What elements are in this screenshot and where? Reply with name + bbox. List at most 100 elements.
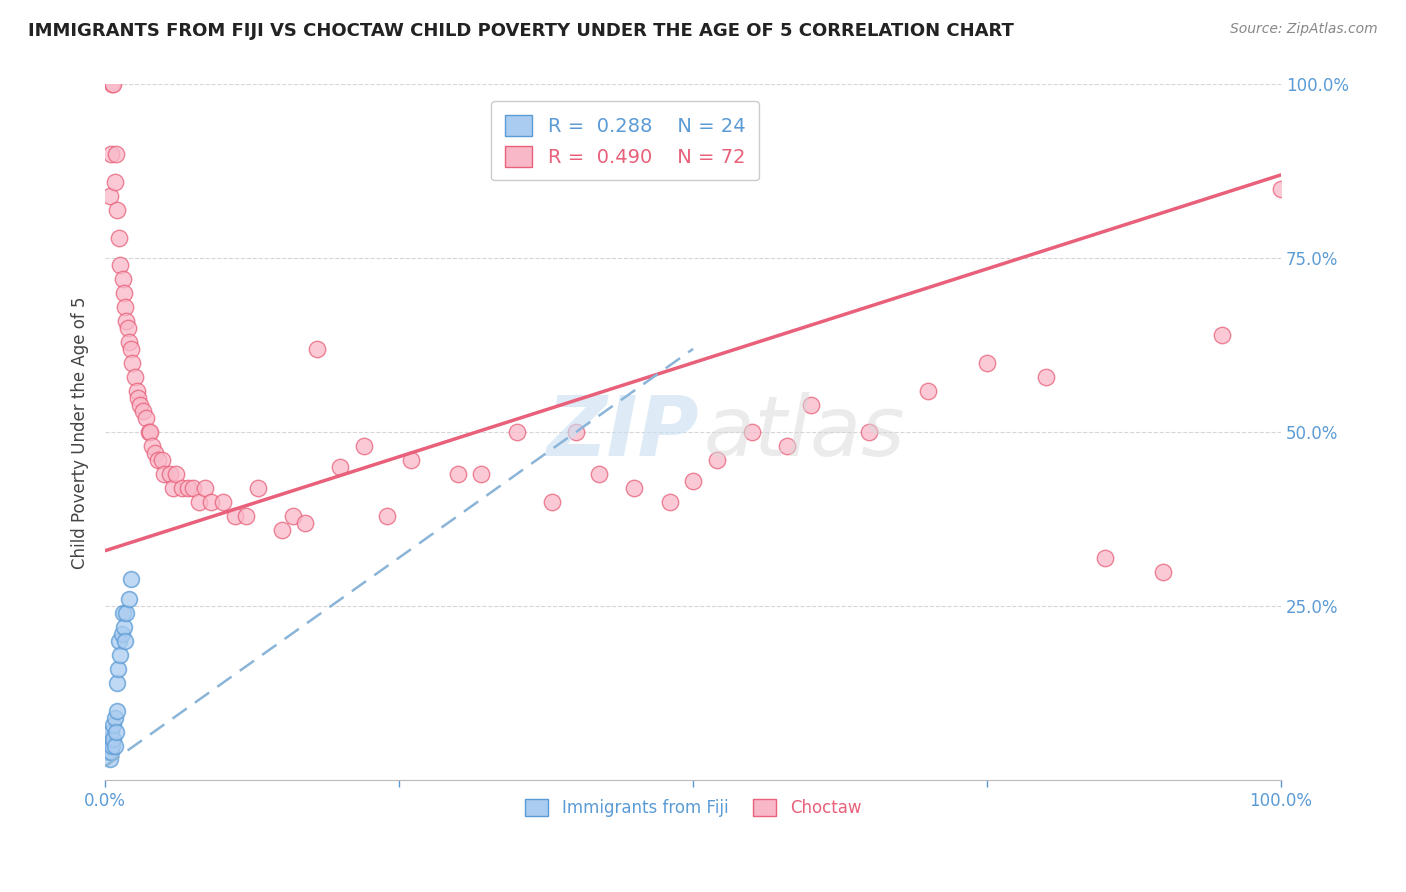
Point: [97, 746, 120, 760]
Point: [247, 481, 270, 495]
Point: [120, 342, 142, 356]
Point: [1035, 369, 1057, 384]
Point: [100, 724, 122, 739]
Point: [146, 453, 169, 467]
Point: [235, 508, 257, 523]
Point: [115, 314, 138, 328]
Point: [105, 704, 128, 718]
Point: [101, 78, 124, 92]
Legend: Immigrants from Fiji, Choctaw: Immigrants from Fiji, Choctaw: [519, 793, 868, 824]
Point: [120, 572, 142, 586]
Point: [800, 398, 823, 412]
Point: [125, 384, 148, 398]
Point: [112, 286, 135, 301]
Point: [1270, 182, 1292, 196]
Point: [162, 481, 184, 495]
Point: [124, 369, 146, 384]
Point: [976, 356, 998, 370]
Point: [98, 752, 121, 766]
Point: [98, 188, 121, 202]
Point: [165, 467, 187, 482]
Point: [104, 175, 127, 189]
Point: [98, 731, 121, 746]
Point: [399, 453, 422, 467]
Point: [118, 592, 141, 607]
Point: [194, 481, 217, 495]
Point: [138, 425, 160, 440]
Point: [776, 439, 799, 453]
Point: [658, 495, 681, 509]
Point: [1152, 565, 1174, 579]
Point: [104, 711, 127, 725]
Point: [153, 467, 176, 482]
Point: [741, 425, 763, 440]
Point: [118, 334, 141, 349]
Point: [117, 321, 139, 335]
Point: [294, 516, 316, 530]
Text: ZIP: ZIP: [546, 392, 699, 473]
Point: [104, 147, 127, 161]
Point: [103, 78, 125, 92]
Point: [103, 731, 125, 746]
Point: [564, 425, 586, 440]
Point: [305, 342, 328, 356]
Point: [110, 258, 132, 272]
Point: [353, 439, 375, 453]
Point: [682, 474, 704, 488]
Point: [111, 272, 134, 286]
Point: [121, 356, 143, 370]
Point: [111, 607, 134, 621]
Point: [111, 627, 134, 641]
Point: [917, 384, 939, 398]
Point: [139, 425, 162, 440]
Point: [143, 446, 166, 460]
Point: [132, 404, 155, 418]
Point: [623, 481, 645, 495]
Point: [200, 495, 222, 509]
Point: [127, 391, 149, 405]
Point: [858, 425, 880, 440]
Point: [706, 453, 728, 467]
Point: [188, 495, 211, 509]
Point: [1094, 550, 1116, 565]
Point: [103, 717, 125, 731]
Point: [114, 634, 136, 648]
Point: [105, 202, 128, 217]
Point: [104, 724, 127, 739]
Point: [105, 676, 128, 690]
Point: [97, 739, 120, 753]
Point: [108, 230, 131, 244]
Point: [270, 523, 292, 537]
Point: [112, 620, 135, 634]
Point: [107, 662, 129, 676]
Y-axis label: Child Poverty Under the Age of 5: Child Poverty Under the Age of 5: [72, 296, 89, 568]
Point: [377, 508, 399, 523]
Point: [104, 739, 127, 753]
Point: [100, 746, 122, 760]
Point: [470, 467, 492, 482]
Point: [101, 739, 124, 753]
Text: Source: ZipAtlas.com: Source: ZipAtlas.com: [1230, 22, 1378, 37]
Point: [100, 147, 122, 161]
Point: [108, 634, 131, 648]
Point: [224, 508, 246, 523]
Point: [211, 495, 233, 509]
Point: [129, 398, 152, 412]
Point: [159, 467, 181, 482]
Point: [1211, 328, 1233, 343]
Point: [115, 607, 138, 621]
Point: [114, 300, 136, 314]
Point: [170, 481, 193, 495]
Text: atlas: atlas: [704, 392, 905, 473]
Point: [329, 460, 352, 475]
Point: [283, 508, 305, 523]
Point: [506, 425, 529, 440]
Text: IMMIGRANTS FROM FIJI VS CHOCTAW CHILD POVERTY UNDER THE AGE OF 5 CORRELATION CHA: IMMIGRANTS FROM FIJI VS CHOCTAW CHILD PO…: [28, 22, 1014, 40]
Point: [588, 467, 610, 482]
Point: [141, 439, 163, 453]
Point: [447, 467, 470, 482]
Point: [183, 481, 205, 495]
Point: [135, 411, 157, 425]
Point: [150, 453, 173, 467]
Point: [110, 648, 132, 662]
